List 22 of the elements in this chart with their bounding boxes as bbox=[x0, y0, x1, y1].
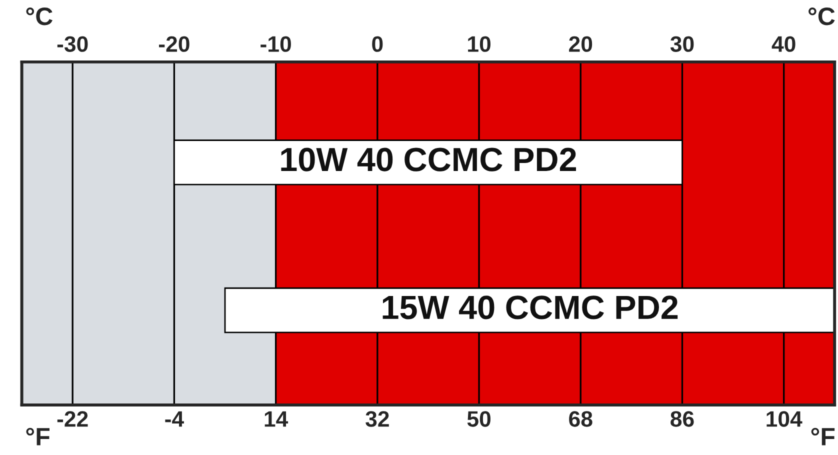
x-tick-label: -20 bbox=[159, 36, 190, 52]
x2-tick-label: 68 bbox=[569, 411, 592, 427]
x-tick-label: 20 bbox=[569, 36, 592, 52]
y-tick-label: 10W 40 CCMC PD2 bbox=[281, 148, 576, 172]
x2-tick-label: 86 bbox=[670, 411, 694, 427]
x2-axis-title: °F bbox=[26, 428, 50, 446]
y-tick-label: 15W 40 CCMC PD2 bbox=[382, 296, 678, 320]
x-axis-title: °C bbox=[26, 7, 53, 26]
x2-tick-label: 32 bbox=[366, 411, 389, 427]
x-tick-label: -30 bbox=[57, 36, 88, 52]
x-tick-label: 40 bbox=[772, 36, 796, 52]
text: °F bbox=[811, 428, 835, 446]
x2-tick-label: 104 bbox=[766, 411, 802, 427]
x2-tick-label: -4 bbox=[165, 411, 184, 427]
x-tick-label: -10 bbox=[260, 36, 291, 52]
x2-tick-label: -22 bbox=[57, 411, 88, 427]
x2-tick-label: 14 bbox=[264, 411, 288, 427]
text: °C bbox=[808, 7, 835, 26]
x-tick-label: 30 bbox=[670, 36, 694, 52]
x2-tick-label: 50 bbox=[467, 411, 490, 427]
x-tick-label: 0 bbox=[372, 36, 383, 52]
x-tick-label: 10 bbox=[468, 36, 490, 52]
